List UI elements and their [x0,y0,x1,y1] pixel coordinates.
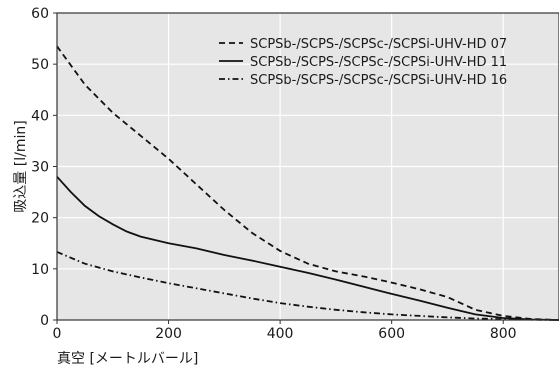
y-tick-label: 20 [31,211,49,227]
legend-label-3: SCPSb-/SCPS-/SCPSc-/SCPSi-UHV-HD 16 [250,73,507,88]
x-tick-label: 800 [490,326,517,342]
x-tick-label: 0 [53,326,62,342]
y-tick-label: 40 [31,108,49,124]
x-tick-labels: 0 200 400 600 800 [53,320,517,342]
y-tick-label: 30 [31,160,49,176]
x-tick-label: 600 [378,326,405,342]
series-line-1 [56,45,559,321]
y-tick-label: 0 [40,313,49,329]
series-line-2 [56,176,559,321]
x-axis-label: 真空 [メートルバール] [57,351,198,367]
legend-label-1: SCPSb-/SCPS-/SCPSc-/SCPSi-UHV-HD 07 [250,37,507,52]
y-tick-label: 10 [31,262,49,278]
grid [56,12,559,321]
y-tick-label: 50 [31,57,49,73]
y-tick-labels: 0 10 20 30 40 50 60 [31,6,57,329]
y-axis-label: 吸込量 [l/min] [13,120,29,212]
series-lines [56,45,559,321]
legend-label-2: SCPSb-/SCPS-/SCPSc-/SCPSi-UHV-HD 11 [250,55,507,70]
y-tick-label: 60 [31,6,49,22]
series-line-3 [56,251,559,321]
x-tick-label: 200 [155,326,182,342]
legend: SCPSb-/SCPS-/SCPSc-/SCPSi-UHV-HD 07 SCPSb… [219,37,507,88]
x-tick-label: 400 [267,326,294,342]
